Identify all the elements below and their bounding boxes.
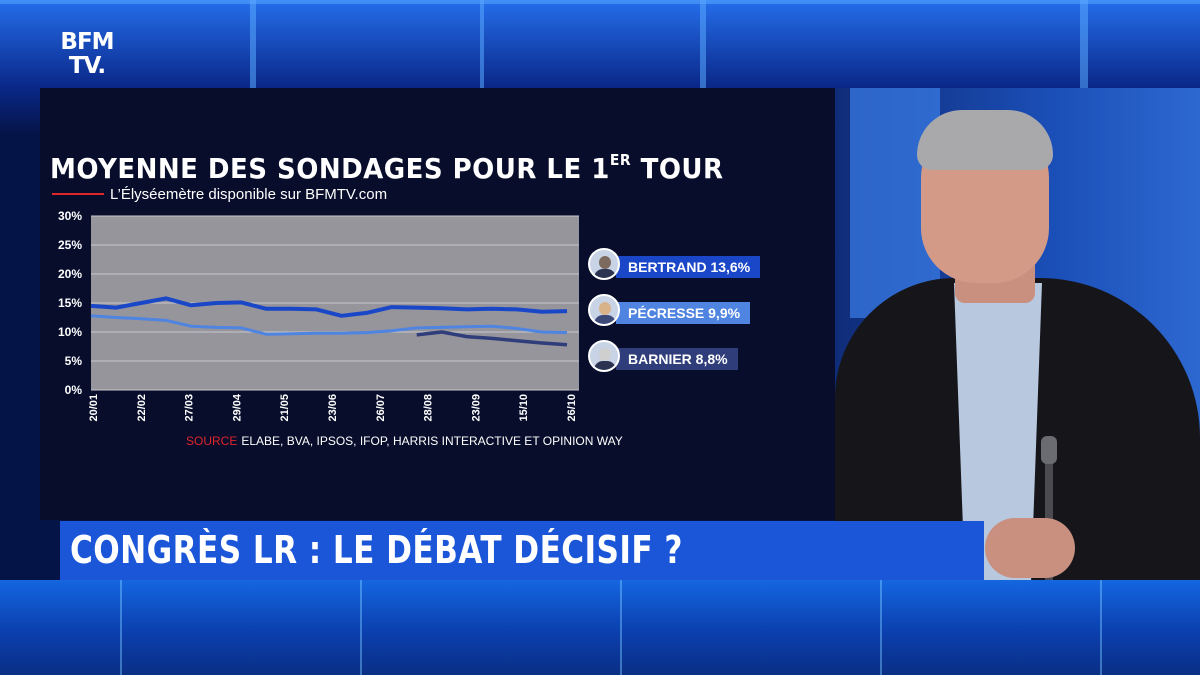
poll-line-chart: 0% 5% 10% 15% 20% 25% 30% 20/01 22/02 27/03 29/04 2… — [58, 210, 579, 422]
y-tick-label: 25% — [58, 238, 82, 252]
series-line-bertrand — [90, 296, 568, 318]
series-line-barnier — [416, 330, 568, 347]
x-tick-label: 26/07 — [375, 394, 387, 422]
y-tick-label: 15% — [58, 296, 82, 310]
x-tick-label: 20/01 — [88, 394, 100, 422]
person-photo-icon — [588, 248, 620, 280]
logo-line-1: BFM — [60, 29, 114, 55]
chart-title: MOYENNE DES SONDAGES POUR LE 1ER TOUR — [50, 151, 724, 185]
person-photo-icon — [588, 294, 620, 326]
lower-third-banner — [60, 521, 984, 580]
presenter-video — [835, 88, 1200, 580]
legend-pecresse-name: PÉCRESSE — [628, 305, 705, 321]
y-tick-label: 30% — [58, 210, 82, 223]
studio-floor-band — [0, 580, 1200, 675]
legend-barnier-value: 8,8% — [695, 351, 728, 367]
x-tick-label: 26/10 — [566, 394, 578, 422]
logo-line-2: TV. — [68, 53, 106, 79]
microphone-stand — [1045, 443, 1053, 580]
legend-pecresse-value: 9,9% — [708, 305, 741, 321]
x-tick-label: 23/09 — [470, 394, 482, 422]
person-photo-icon — [588, 340, 620, 372]
legend-bertrand-value: 13,6% — [710, 259, 751, 275]
y-tick-label: 5% — [65, 354, 83, 368]
x-tick-label: 15/10 — [518, 394, 530, 422]
x-tick-label: 27/03 — [184, 394, 196, 422]
x-tick-label: 22/02 — [136, 394, 148, 422]
chart-subtitle: L’Élyséemètre disponible sur BFMTV.com — [110, 186, 388, 203]
legend-barnier-tag: BARNIER 8,8% — [616, 348, 738, 370]
y-tick-label: 0% — [65, 383, 83, 397]
chart-title-end: TOUR — [631, 152, 724, 185]
source-label: SOURCE — [186, 434, 238, 448]
y-tick-label: 10% — [58, 325, 82, 339]
headline-text: CONGRÈS LR : LE DÉBAT DÉCISIF ? — [70, 528, 683, 572]
legend-barnier-name: BARNIER — [628, 351, 692, 367]
x-tick-label: 21/05 — [279, 394, 291, 422]
legend-bertrand-name: BERTRAND — [628, 259, 707, 275]
legend-pecresse-tag: PÉCRESSE 9,9% — [616, 302, 751, 324]
subtitle-accent-line — [52, 193, 104, 195]
presenter-hair — [917, 110, 1053, 170]
chart-title-sup: ER — [609, 151, 632, 169]
bfmtv-logo: BFM TV. — [54, 30, 120, 82]
presenter-hands — [985, 518, 1075, 578]
chart-source: SOURCE ELABE, BVA, IPSOS, IFOP, HARRIS IN… — [186, 434, 623, 448]
x-tick-label: 23/06 — [327, 394, 339, 422]
x-tick-label: 28/08 — [423, 394, 435, 422]
x-tick-label: 29/04 — [231, 393, 243, 421]
y-tick-label: 20% — [58, 267, 82, 281]
legend-bertrand-tag: BERTRAND 13,6% — [616, 256, 761, 278]
microphone-icon — [1041, 436, 1057, 464]
source-text: ELABE, BVA, IPSOS, IFOP, HARRIS INTERACT… — [241, 434, 623, 448]
series-line-pcresse — [90, 314, 568, 336]
chart-title-main: MOYENNE DES SONDAGES POUR LE 1 — [50, 152, 610, 185]
